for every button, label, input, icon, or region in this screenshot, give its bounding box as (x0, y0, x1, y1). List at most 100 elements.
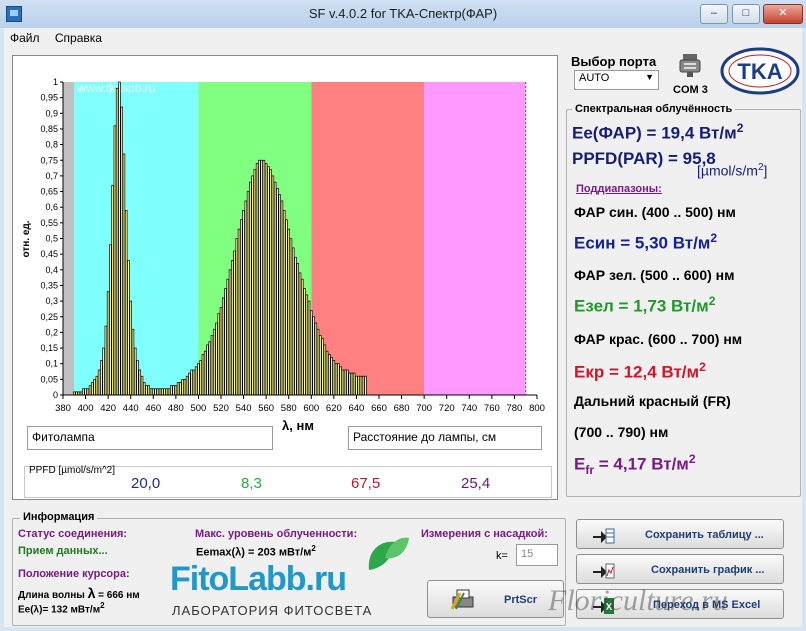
brand-tagline: ЛАБОРАТОРИЯ ФИТОСВЕТА (172, 603, 373, 618)
green-range-label: ФАР зел. (500 .. 600) нм (574, 267, 735, 283)
save-table-label: Сохранить таблицу ... (645, 529, 764, 541)
spectrum-bar (203, 350, 207, 396)
save-graph-button[interactable]: Сохранить график ... (576, 554, 784, 584)
spectrum-bar (307, 300, 311, 396)
y-axis-label: отн. ед. (21, 220, 32, 257)
sample-name-field[interactable]: Фитолампа (27, 426, 273, 450)
spectrum-bar (154, 388, 157, 396)
spectrum-bar (86, 388, 90, 396)
y-tick-label: 0,1 (45, 359, 58, 369)
ppfd-green: 8,3 (241, 475, 262, 492)
leaf-logo-icon (365, 534, 411, 572)
spectrum-bar (115, 87, 119, 396)
red-range-sup: 2 (699, 360, 706, 374)
x-tick-label: 800 (529, 403, 545, 414)
lambda-symbol: λ (87, 585, 96, 601)
spectrum-bar (111, 184, 114, 396)
fr-range-label1: Дальний красный (FR) (574, 393, 731, 409)
spectrum-bar (350, 372, 354, 396)
x-tick-label: 420 (100, 403, 116, 414)
x-tick-label: 480 (168, 403, 184, 414)
excel-icon: X (591, 597, 615, 615)
y-tick-label: 1 (53, 77, 58, 87)
spectrum-bar (325, 350, 329, 396)
spectrum-bar (361, 375, 365, 396)
ppfd-unit: [µmol/s/m2] (697, 162, 767, 179)
distance-field[interactable]: Расстояние до лампы, см (348, 426, 542, 450)
band-4 (424, 82, 526, 395)
y-tick-label: 0,25 (40, 312, 58, 322)
maximize-button[interactable]: □ (732, 4, 760, 24)
spectrum-bar (337, 363, 340, 396)
prtscr-button[interactable]: PrtScr (427, 580, 564, 618)
ee-far-sup: 2 (736, 121, 744, 135)
spectrum-bar (291, 247, 295, 396)
spectrum-bar (113, 125, 117, 396)
minimize-button[interactable]: – (700, 4, 728, 24)
fr-range-value: Efr = 4,17 Вт/м2 (574, 452, 696, 477)
band-1 (74, 82, 199, 395)
spectrum-bar (156, 388, 160, 396)
spectrum-bar (179, 382, 182, 396)
spectrum-bar (199, 360, 202, 396)
green-range-text: Eзел = 1,73 Вт/м (574, 296, 709, 316)
info-heading: Информация (20, 511, 98, 523)
spectrum-bar (131, 328, 135, 396)
spectrum-bar (278, 194, 281, 396)
spectrum-bar (104, 325, 108, 396)
spectrum-bar (149, 388, 153, 396)
info-group (12, 518, 566, 626)
ppfd-blue: 20,0 (131, 475, 161, 492)
spectrum-bar (185, 375, 189, 396)
x-axis-label: λ, нм (282, 418, 314, 433)
spectrum-bar (328, 353, 331, 396)
spectrum-bar (170, 385, 173, 396)
svg-text:X: X (606, 602, 613, 613)
y-tick-label: 0,55 (40, 218, 58, 228)
spectrum-bar (316, 328, 320, 396)
spectrum-bar (242, 209, 245, 396)
fr-range-text: = 4,17 Вт/м (594, 454, 689, 474)
wavelength-readout: Длина волны λ = 666 нм (18, 585, 140, 601)
excel-button[interactable]: X Переход в MS Excel (576, 589, 784, 619)
wavelength-value: = 666 нм (98, 590, 140, 601)
spectrum-bar (276, 188, 279, 396)
spectrum-bar (219, 307, 223, 396)
menu-bar: Файл Справка (4, 28, 802, 48)
spectrum-bar (165, 388, 169, 396)
k-input[interactable]: 15 (516, 544, 558, 566)
spectrum-bar (147, 385, 151, 396)
nozzle-label: Измерения с насадкой: (421, 528, 548, 540)
spectrum-bar (161, 388, 164, 396)
status-value: Прием данных... (18, 545, 108, 557)
save-table-button[interactable]: Сохранить таблицу ... (576, 519, 784, 549)
prtscr-label: PrtScr (504, 594, 538, 606)
blue-range-text: Eсин = 5,30 Вт/м (574, 233, 711, 253)
spectrum-bar (255, 163, 259, 396)
spectrum-bar (201, 353, 205, 396)
spectrum-bar (289, 238, 293, 396)
port-select[interactable]: AUTO ▼ (574, 70, 659, 90)
y-tick-label: 0,3 (45, 296, 58, 306)
spectrum-bar (197, 363, 200, 396)
y-tick-label: 0,9 (45, 108, 58, 118)
menu-help[interactable]: Справка (54, 31, 102, 45)
spectrum-bar (310, 310, 313, 396)
x-tick-label: 640 (348, 403, 364, 414)
spectrum-bar (140, 375, 144, 396)
spectrum-bar (240, 219, 243, 396)
x-tick-label: 780 (506, 403, 522, 414)
x-tick-label: 620 (326, 403, 342, 414)
eemax-sup: 2 (311, 544, 316, 553)
spectrum-bar (359, 375, 363, 396)
menu-file[interactable]: Файл (10, 31, 40, 45)
chevron-down-icon: ▼ (645, 72, 654, 82)
close-button[interactable]: ✕ (763, 4, 803, 24)
spectrum-bar (118, 81, 121, 396)
spectrum-bar (133, 347, 137, 396)
spectrum-bar (190, 369, 193, 396)
x-tick-label: 380 (55, 403, 71, 414)
eemax-value: Eemax(λ) = 203 мВт/м2 (196, 544, 316, 559)
spectrum-bar (145, 385, 148, 396)
